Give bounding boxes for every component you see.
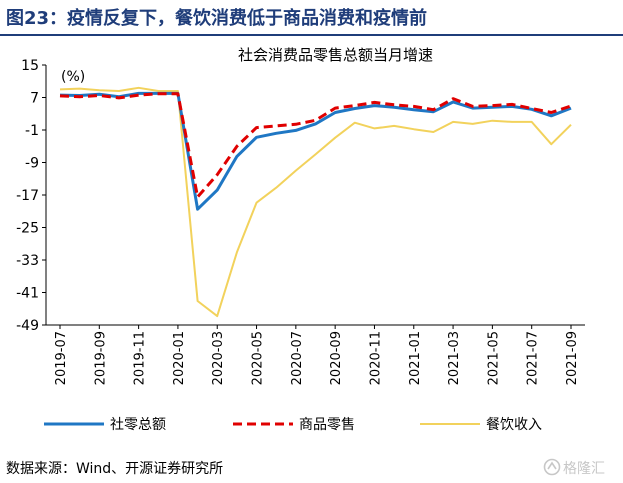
x-tick-label: 2019-07 xyxy=(54,331,69,385)
x-tick-label: 2021-07 xyxy=(526,331,541,385)
y-tick-label: -33 xyxy=(16,253,39,269)
chart-title: 社会消费品零售总额当月增速 xyxy=(238,46,433,64)
y-tick-label: -1 xyxy=(25,123,39,139)
legend-label-3: 餐饮收入 xyxy=(486,417,542,433)
x-tick-label: 2020-11 xyxy=(368,331,383,385)
figure-title: 图23：疫情反复下，餐饮消费低于商品消费和疫情前 xyxy=(6,8,428,29)
series-line-2 xyxy=(59,92,572,199)
x-tick-label: 2020-07 xyxy=(290,331,305,385)
x-tick-label: 2021-03 xyxy=(447,331,462,385)
watermark-text: 格隆汇 xyxy=(563,461,605,477)
y-tick-label: -17 xyxy=(16,188,39,204)
figure-header: 图23：疫情反复下，餐饮消费低于商品消费和疫情前 xyxy=(0,0,623,34)
legend-label-2: 商品零售 xyxy=(299,417,355,433)
data-source: 数据来源：Wind、开源证券研究所 xyxy=(6,461,224,477)
logo-mark-icon xyxy=(543,458,561,476)
x-tick-label: 2020-09 xyxy=(329,331,344,385)
legend-label-1: 社零总额 xyxy=(110,417,166,433)
y-tick-label: 15 xyxy=(21,58,39,74)
x-tick-label: 2020-01 xyxy=(172,331,187,385)
x-tick-label: 2020-03 xyxy=(211,331,226,385)
y-tick-label: -41 xyxy=(16,286,39,302)
series-line-3 xyxy=(59,86,572,318)
header-divider xyxy=(0,34,623,36)
y-unit-label: (%) xyxy=(61,69,85,85)
watermark: 格隆汇 xyxy=(543,456,615,478)
x-tick-label: 2019-09 xyxy=(93,331,108,385)
x-tick-label: 2021-05 xyxy=(486,331,501,385)
line-chart: 社会消费品零售总额当月增速 15 7 -1 -9 -17 -25 -33 -41 -49 (%) 20… xyxy=(16,46,585,433)
x-tick-label: 2021-09 xyxy=(565,331,580,385)
x-tick-label: 2021-01 xyxy=(408,331,423,385)
series-line-1 xyxy=(59,91,572,211)
y-tick-label: 7 xyxy=(30,91,39,107)
y-tick-label: -25 xyxy=(16,221,39,237)
y-tick-label: -49 xyxy=(16,318,39,334)
x-tick-label: 2019-11 xyxy=(133,331,148,385)
y-tick-label: -9 xyxy=(25,156,39,172)
x-tick-label: 2020-05 xyxy=(251,331,266,385)
